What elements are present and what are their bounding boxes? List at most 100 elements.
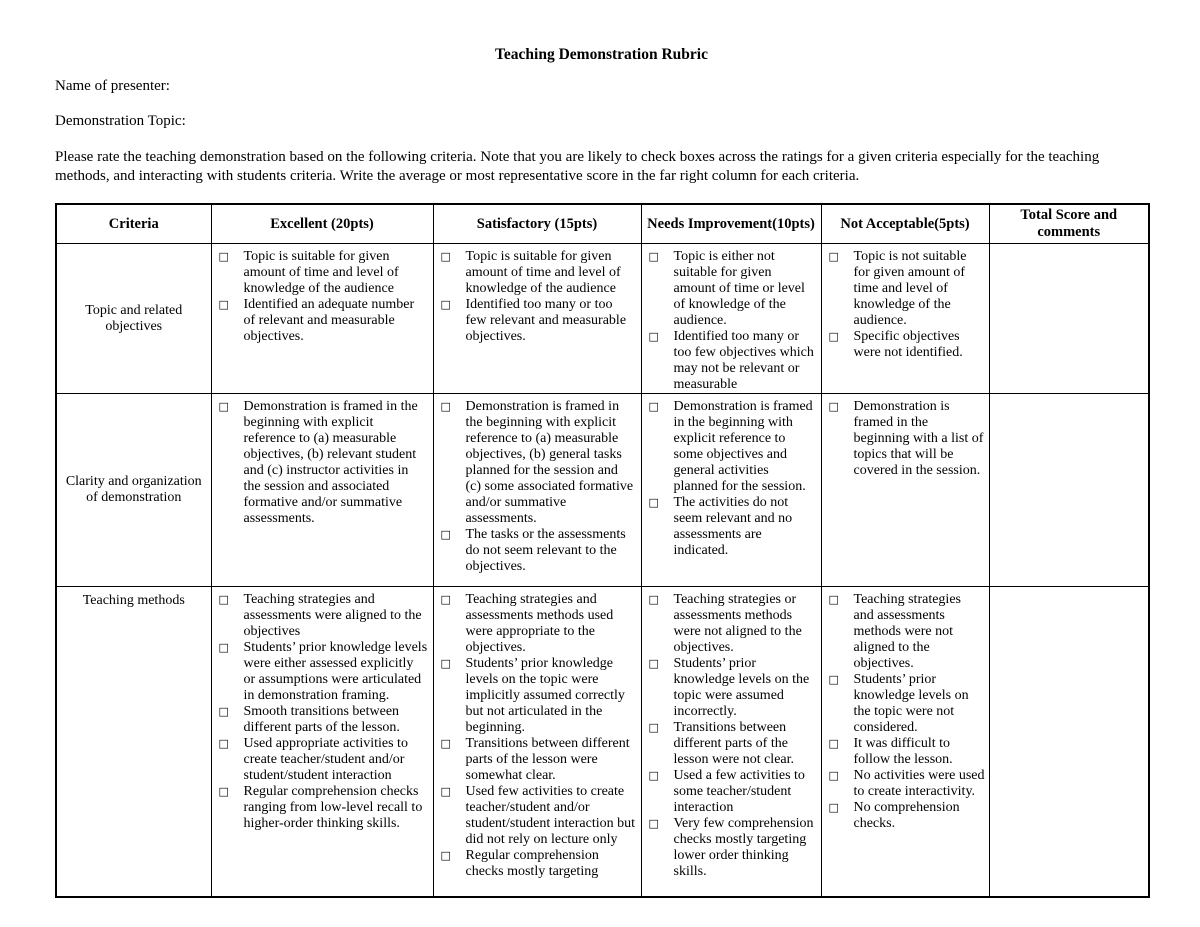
checkbox-icon[interactable]: □	[440, 657, 451, 670]
checklist-item: □ The activities do not seem relevant and…	[644, 495, 819, 559]
checklist-item: □ Students’ prior knowledge levels on the…	[644, 656, 819, 720]
not-acceptable-cell: □ Topic is not suitable for given amount …	[820, 243, 990, 394]
checkbox-icon[interactable]: □	[828, 400, 839, 413]
total-score-cell[interactable]	[988, 393, 1150, 587]
checkbox-icon[interactable]: □	[440, 528, 451, 541]
table-row-clarity-organization: Clarity and organization of demonstratio…	[55, 393, 1150, 587]
checklist-item-text: Identified too many or too few objective…	[673, 329, 814, 392]
satisfactory-cell: □ Teaching strategies and assessments met…	[432, 586, 642, 897]
checkbox-icon[interactable]: □	[648, 657, 659, 670]
checklist-item-text: Students’ prior knowledge levels on the …	[465, 656, 625, 735]
checkbox-icon[interactable]: □	[218, 705, 229, 718]
instructions-paragraph: Please rate the teaching demonstration b…	[55, 149, 1100, 184]
checklist-item: □ The tasks or the assessments do not see…	[436, 527, 639, 575]
checklist-item-text: Identified too many or too few relevant …	[465, 297, 627, 344]
checklist-item: □ Topic is suitable for given amount of t…	[436, 249, 639, 297]
needs-improvement-cell: □ Demonstration is framed in the beginnin…	[640, 393, 822, 587]
checklist-item-text: Demonstration is framed in the beginning…	[673, 399, 813, 494]
checkbox-icon[interactable]: □	[648, 721, 659, 734]
rubric-table: Criteria Excellent (20pts) Satisfactory …	[55, 203, 1150, 898]
checkbox-icon[interactable]: □	[828, 769, 839, 782]
checkbox-icon[interactable]: □	[648, 496, 659, 509]
checkbox-icon[interactable]: □	[218, 641, 229, 654]
checklist-item: □ Used a few activities to some teacher/s…	[644, 768, 819, 816]
checkbox-icon[interactable]: □	[648, 593, 659, 606]
checkbox-icon[interactable]: □	[218, 400, 229, 413]
total-score-cell[interactable]	[988, 586, 1150, 897]
checkbox-icon[interactable]: □	[440, 737, 451, 750]
checkbox-icon[interactable]: □	[440, 593, 451, 606]
checkbox-icon[interactable]: □	[828, 737, 839, 750]
checklist-item-text: Transitions between different parts of t…	[673, 720, 795, 767]
checkbox-icon[interactable]: □	[648, 817, 659, 830]
total-score-cell[interactable]	[988, 243, 1150, 394]
not-acceptable-cell: □ Teaching strategies and assessments met…	[820, 586, 990, 897]
checkbox-icon[interactable]: □	[440, 849, 451, 862]
checklist-item: □ Identified too many or too few objectiv…	[644, 329, 819, 393]
checkbox-icon[interactable]: □	[440, 785, 451, 798]
checkbox-icon[interactable]: □	[440, 298, 451, 311]
checkbox-icon[interactable]: □	[218, 785, 229, 798]
checkbox-icon[interactable]: □	[218, 250, 229, 263]
header-excellent: Excellent (20pts)	[210, 203, 434, 244]
checkbox-icon[interactable]: □	[828, 673, 839, 686]
header-not-acceptable: Not Acceptable(5pts)	[820, 203, 990, 244]
checklist-item: □ Regular comprehension checks ranging fr…	[214, 784, 431, 832]
checklist-item-text: The tasks or the assessments do not seem…	[465, 527, 626, 574]
checklist-item-text: Students’ prior knowledge levels on the …	[853, 672, 969, 735]
checkbox-icon[interactable]: □	[218, 298, 229, 311]
checklist-item: □ Demonstration is framed in the beginnin…	[644, 399, 819, 495]
checklist-item-text: Students’ prior knowledge levels on the …	[673, 656, 810, 719]
checklist-item: □ Used few activities to create teacher/s…	[436, 784, 639, 848]
header-criteria: Criteria	[55, 203, 212, 244]
needs-improvement-cell: □ Topic is either not suitable for given …	[640, 243, 822, 394]
table-row-topic-objectives: Topic and related objectives □ Topic is s…	[55, 243, 1150, 394]
checklist-item-text: Teaching strategies or assessments metho…	[673, 592, 802, 655]
checklist-item-text: Identified an adequate number of relevan…	[243, 297, 415, 344]
excellent-cell: □ Demonstration is framed in the beginnin…	[210, 393, 434, 587]
checklist-item: □ It was difficult to follow the lesson.	[824, 736, 987, 768]
checklist-item-text: No activities were used to create intera…	[853, 768, 985, 799]
checkbox-icon[interactable]: □	[828, 801, 839, 814]
checkbox-icon[interactable]: □	[648, 250, 659, 263]
checklist-item-text: Smooth transitions between different par…	[243, 704, 400, 735]
checklist-item-text: Used few activities to create teacher/st…	[465, 784, 636, 847]
checklist-item-text: Transitions between different parts of t…	[465, 736, 630, 783]
criteria-label: Teaching methods	[55, 586, 212, 897]
checklist-item: □ No activities were used to create inter…	[824, 768, 987, 800]
checklist-item-text: Demonstration is framed in the beginning…	[853, 399, 984, 478]
checkbox-icon[interactable]: □	[648, 400, 659, 413]
checklist-item: □ Specific objectives were not identified…	[824, 329, 987, 361]
checklist-item-text: Topic is suitable for given amount of ti…	[465, 249, 621, 296]
checkbox-icon[interactable]: □	[218, 593, 229, 606]
checklist-item: □ Topic is either not suitable for given …	[644, 249, 819, 329]
checklist-item: □ Transitions between different parts of …	[436, 736, 639, 784]
satisfactory-cell: □ Demonstration is framed in the beginnin…	[432, 393, 642, 587]
checklist-item: □ Very few comprehension checks mostly ta…	[644, 816, 819, 880]
needs-improvement-cell: □ Teaching strategies or assessments meth…	[640, 586, 822, 897]
excellent-cell: □ Topic is suitable for given amount of t…	[210, 243, 434, 394]
checkbox-icon[interactable]: □	[440, 250, 451, 263]
checkbox-icon[interactable]: □	[648, 330, 659, 343]
checklist-item-text: Teaching strategies and assessments meth…	[465, 592, 614, 655]
checkbox-icon[interactable]: □	[828, 250, 839, 263]
checklist-item-text: Demonstration is framed in the beginning…	[465, 399, 634, 526]
document-content: Teaching Demonstration Rubric Name of pr…	[55, 46, 1150, 898]
checklist-item: □ Transitions between different parts of …	[644, 720, 819, 768]
checklist-item: □ Teaching strategies or assessments meth…	[644, 592, 819, 656]
checklist-item-text: Very few comprehension checks mostly tar…	[673, 816, 814, 879]
checkbox-icon[interactable]: □	[440, 400, 451, 413]
checkbox-icon[interactable]: □	[218, 737, 229, 750]
checklist-item: □ No comprehension checks.	[824, 800, 987, 832]
checklist-item-text: Topic is either not suitable for given a…	[673, 249, 805, 328]
checklist-item: □ Students’ prior knowledge levels on the…	[824, 672, 987, 736]
checklist-item-text: It was difficult to follow the lesson.	[853, 736, 953, 767]
checklist-item-text: Regular comprehension checks mostly targ…	[465, 848, 599, 879]
checklist-item: □ Demonstration is framed in the beginnin…	[214, 399, 431, 527]
checkbox-icon[interactable]: □	[828, 593, 839, 606]
checkbox-icon[interactable]: □	[648, 769, 659, 782]
checkbox-icon[interactable]: □	[828, 330, 839, 343]
checklist-item-text: Topic is suitable for given amount of ti…	[243, 249, 399, 296]
header-satisfactory: Satisfactory (15pts)	[432, 203, 642, 244]
checklist-item-text: Specific objectives were not identified.	[853, 329, 963, 360]
